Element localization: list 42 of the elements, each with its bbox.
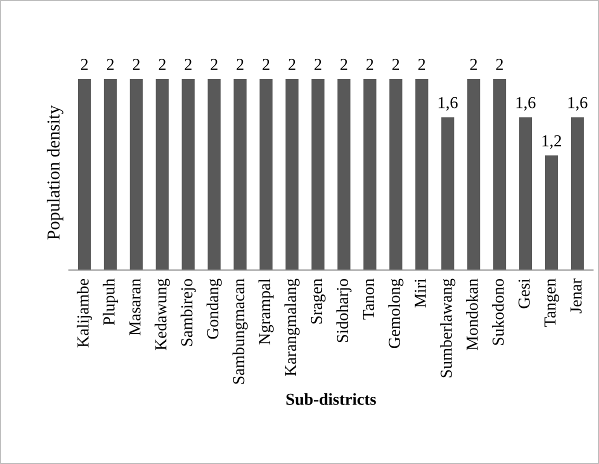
data-label: 2 — [366, 58, 374, 70]
data-label: 2 — [418, 58, 426, 70]
x-tick-label: Miri — [414, 278, 426, 308]
x-tick-label: Kedawung — [154, 278, 170, 350]
x-tick-label: Tanon — [362, 278, 374, 320]
data-label: 2 — [184, 58, 192, 70]
data-label: 2 — [314, 58, 322, 70]
data-label: 2 — [81, 58, 88, 70]
y-axis-title: Population density — [46, 105, 64, 240]
data-label: 2 — [158, 58, 166, 70]
data-label: 2 — [210, 58, 218, 70]
x-tick-label: Ngrampal — [258, 278, 274, 345]
x-tick-label: Plupuh — [102, 278, 118, 326]
x-axis-title: Sub-districts — [286, 393, 376, 405]
x-tick-label: Gondang — [206, 278, 222, 339]
data-label: 2 — [132, 58, 140, 70]
data-label: 2 — [340, 58, 348, 70]
x-tick-label: Gesi — [518, 278, 530, 308]
x-tick-label: Sidoharjo — [336, 279, 352, 342]
data-label: 1,6 — [568, 97, 588, 111]
x-tick-label: Jenar — [570, 278, 582, 314]
data-label: 1,2 — [542, 135, 561, 149]
x-tick-label: Sambirejo — [180, 279, 196, 346]
x-tick-label: Sumberlawang — [440, 278, 456, 378]
x-tick-label: Sragen — [310, 278, 326, 324]
data-label: 1,6 — [516, 97, 536, 111]
x-tick-label: Gemolong — [388, 278, 404, 348]
x-tick-label: Tangen — [544, 278, 560, 327]
data-label: 2 — [288, 58, 296, 70]
x-tick-label: Masaran — [129, 278, 141, 336]
data-label: 1,6 — [438, 97, 458, 111]
data-label: 2 — [496, 58, 503, 70]
x-tick-label: Sukodono — [492, 279, 504, 345]
data-label: 2 — [470, 58, 477, 70]
x-tick-label: Sambungmacan — [232, 278, 248, 384]
data-label: 2 — [262, 58, 270, 70]
x-tick-label: Mondokan — [466, 278, 478, 350]
data-label: 2 — [106, 58, 114, 70]
x-tick-label: Karangmalang — [284, 278, 300, 376]
data-label: 2 — [236, 58, 244, 70]
data-label: 2 — [392, 58, 400, 70]
x-tick-label: Kalijambe — [76, 278, 92, 348]
